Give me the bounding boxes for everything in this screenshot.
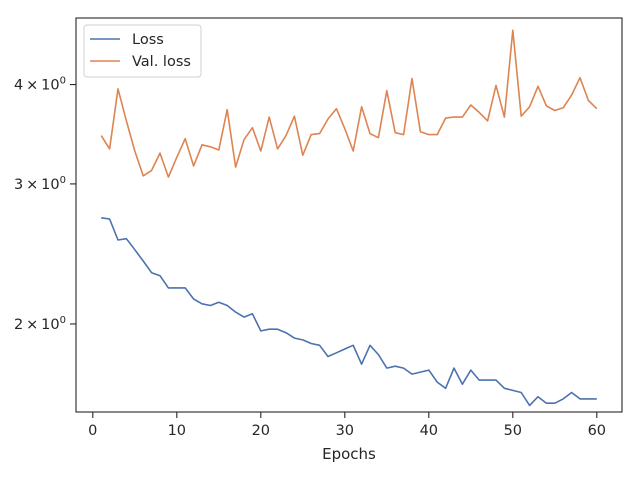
x-axis-label: Epochs	[322, 445, 376, 463]
y-axis: 2 × 100 3 × 100 4 × 100	[14, 76, 76, 333]
x-tick-label: 30	[336, 423, 354, 439]
x-tick-label: 50	[504, 423, 522, 439]
series-line-loss	[101, 217, 597, 407]
legend-label-val-loss: Val. loss	[132, 54, 191, 70]
legend-box	[83, 24, 202, 78]
x-axis: 0 10 20 30 40 50 60	[88, 412, 606, 439]
y-tick-label: 2 × 100	[14, 315, 66, 333]
x-tick-label: 10	[168, 423, 186, 439]
legend: Loss Val. loss	[83, 24, 202, 78]
x-tick-label: 40	[420, 423, 438, 439]
x-tick-label: 0	[88, 423, 97, 439]
series-layer	[100, 29, 598, 407]
y-tick-label: 3 × 100	[14, 175, 66, 193]
y-tick-label: 4 × 100	[14, 76, 66, 94]
x-tick-label: 60	[588, 423, 606, 439]
legend-label-loss: Loss	[132, 32, 164, 48]
series-line-val-loss	[100, 29, 598, 178]
x-tick-label: 20	[252, 423, 270, 439]
